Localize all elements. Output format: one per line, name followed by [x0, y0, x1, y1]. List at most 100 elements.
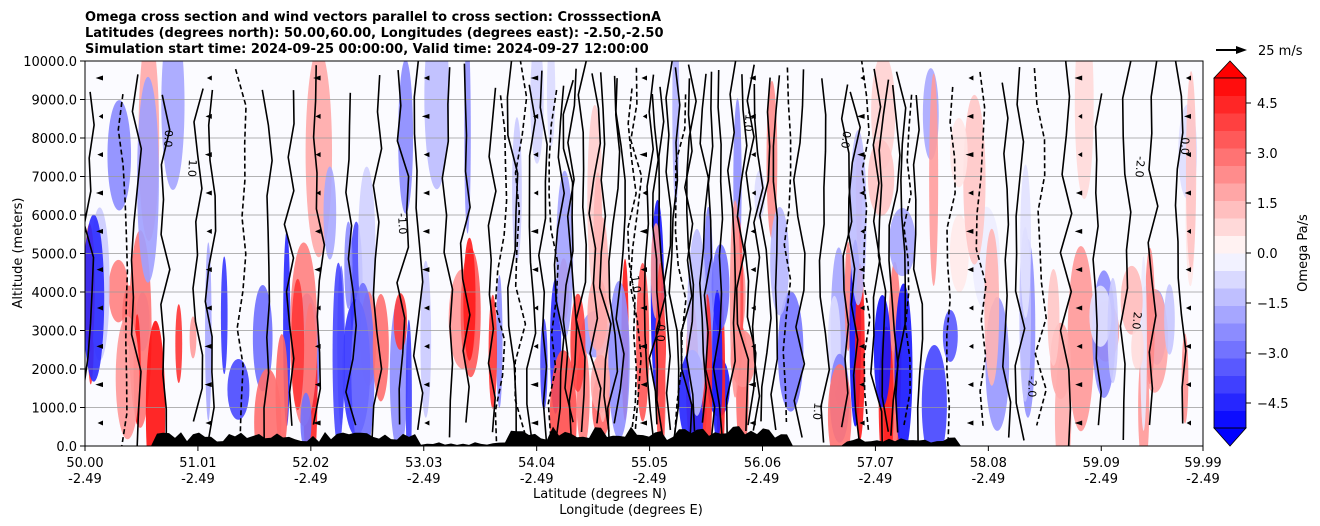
wind-vector [423, 305, 430, 311]
colorbar-band [1214, 323, 1246, 341]
contour-line [895, 71, 907, 433]
contour-label: 1.0 [628, 275, 644, 294]
x-tick-longitude: -2.49 [972, 472, 1006, 487]
chart-title: Omega cross section and wind vectors par… [85, 10, 664, 57]
colorbar-band [1214, 200, 1246, 219]
contour-line [538, 70, 548, 441]
x-tick-longitude: -2.49 [68, 472, 102, 487]
x-tick-latitude: 57.07 [857, 456, 894, 471]
wind-vector [95, 75, 103, 81]
contour-line [1014, 67, 1026, 441]
wind-vector [1075, 382, 1083, 388]
title-line-1: Omega cross section and wind vectors par… [85, 10, 661, 25]
omega-filled-contours [85, 61, 1198, 446]
omega-negative-region [161, 61, 185, 190]
wind-vector [749, 420, 756, 426]
omega-negative-region [424, 61, 450, 190]
colorbar-tick-label: 1.5 [1257, 197, 1278, 212]
omega-negative-region [942, 310, 958, 362]
wind-vector [314, 228, 321, 234]
contour-line [566, 68, 578, 439]
wind-vector [530, 228, 539, 234]
wind-vector [967, 267, 974, 273]
wind-vector [530, 382, 539, 388]
omega-positive-region [1067, 246, 1095, 432]
x-tick-latitude: 51.01 [179, 456, 216, 471]
wind-vector [968, 75, 974, 81]
wind-vector [640, 305, 647, 311]
quiver-key-label: 25 m/s [1258, 44, 1303, 59]
wind-vector [1076, 343, 1083, 349]
omega-negative-region [540, 318, 548, 411]
x-tick-latitude: 54.04 [518, 456, 555, 471]
omega-negative-region [921, 344, 947, 446]
contour-line [1001, 82, 1012, 438]
wind-vector [968, 343, 974, 349]
omega-negative-region [608, 280, 630, 440]
contour-line [699, 73, 710, 423]
contour-line [655, 86, 667, 435]
wind-vector [640, 267, 647, 273]
x-tick-longitude: -2.49 [746, 472, 780, 487]
x-axis-label-latitude: Latitude (degrees N) [533, 487, 667, 502]
colorbar-band [1214, 235, 1246, 254]
colorbar-ticks: −4.5 −3.0 −1.5 0.0 1.5 3.0 4.5 [1246, 97, 1289, 412]
wind-vector [1074, 228, 1083, 234]
colorbar-band [1214, 113, 1246, 131]
contour-line [1119, 61, 1132, 441]
contour-line [371, 75, 383, 443]
y-tick-label: 2000.0 [32, 363, 78, 378]
wind-vector [312, 420, 321, 426]
wind-vector [859, 382, 865, 388]
wind-vector [204, 343, 212, 349]
contour-label: 0.0 [654, 324, 668, 342]
contour-line [130, 74, 143, 446]
wind-vector [423, 190, 430, 196]
wind-vector [97, 152, 103, 158]
wind-vector [423, 382, 430, 388]
quiver-key-arrowhead [1236, 46, 1247, 54]
contour-line [345, 92, 357, 426]
wind-vector [1185, 152, 1191, 158]
wind-vector [1077, 152, 1083, 158]
omega-positive-region [636, 262, 650, 422]
contour-line [735, 74, 750, 432]
contour-line [192, 88, 204, 422]
x-tick-longitude: -2.49 [1084, 472, 1118, 487]
wind-vector [205, 190, 212, 196]
wind-vector [1186, 228, 1191, 234]
x-axis-label-longitude: Longitude (degrees E) [559, 503, 703, 518]
wind-vector [1074, 420, 1083, 426]
wind-vector [860, 75, 865, 81]
wind-vector [859, 190, 865, 196]
colorbar-extend-min [1213, 427, 1247, 447]
wind-vector [534, 305, 539, 311]
contour-line [793, 69, 806, 438]
contour-label: 2.0 [1129, 311, 1144, 330]
wind-vector [96, 228, 103, 234]
wind-vector [967, 382, 974, 388]
wind-vector [642, 190, 647, 196]
colorbar-label: Omega Pa/s [1296, 214, 1311, 292]
wind-vector [639, 420, 647, 426]
colorbar-band [1214, 218, 1246, 236]
wind-vector [858, 267, 865, 273]
contour-line [703, 71, 716, 445]
contour-label: -2.0 [1025, 376, 1038, 398]
contour-line [663, 61, 673, 431]
wind-vector [965, 152, 974, 158]
wind-vector [1184, 190, 1191, 196]
omega-contour-lines [85, 61, 1187, 446]
omega-negative-region [770, 206, 790, 316]
contour-negative [234, 68, 247, 440]
wind-vector [1075, 190, 1083, 196]
wind-vector [533, 190, 539, 196]
contour-line [725, 61, 737, 438]
omega-positive-region [1047, 269, 1060, 366]
wind-vector [421, 113, 430, 119]
contour-line [487, 87, 497, 433]
x-tick-latitude: 59.09 [1083, 456, 1120, 471]
omega-positive-region [145, 320, 166, 446]
wind-vectors [95, 75, 1191, 426]
x-tick-latitude: 53.03 [405, 456, 442, 471]
